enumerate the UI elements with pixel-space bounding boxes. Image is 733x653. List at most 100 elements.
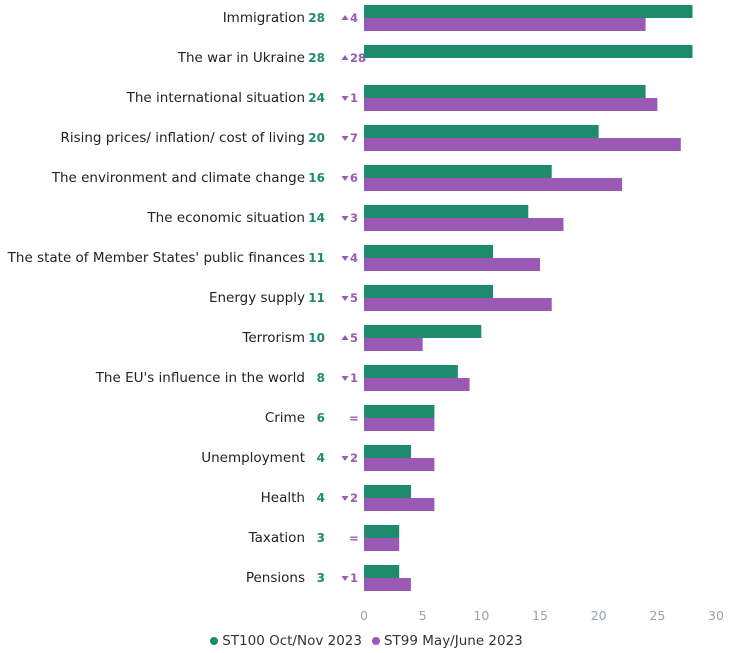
bar-series-1: [364, 5, 693, 18]
bar-series-1: [364, 285, 494, 298]
change-label: =: [349, 531, 359, 545]
category-label: Immigration: [223, 10, 305, 26]
bar-series-1: [364, 365, 458, 378]
change-label: 28: [350, 51, 366, 65]
x-tick-label: 25: [649, 608, 665, 623]
change-label: 1: [350, 91, 358, 105]
value-label: 3: [317, 531, 325, 545]
bar-series-1: [364, 405, 435, 418]
legend-marker-series-2: [371, 637, 380, 645]
change-down-arrow-icon: [341, 96, 349, 101]
value-label: 14: [308, 211, 325, 225]
category-label: Unemployment: [201, 450, 305, 466]
change-label: 4: [350, 11, 358, 25]
value-label: 20: [308, 131, 325, 145]
bar-series-1: [364, 205, 529, 218]
change-down-arrow-icon: [341, 576, 349, 581]
value-label: 28: [308, 51, 325, 65]
bar-series-2: [364, 538, 400, 551]
change-down-arrow-icon: [341, 256, 349, 261]
value-label: 10: [308, 331, 325, 345]
category-label: Pensions: [246, 570, 305, 586]
bar-series-2: [364, 298, 552, 311]
change-down-arrow-icon: [341, 136, 349, 141]
change-down-arrow-icon: [341, 496, 349, 501]
legend-item-series-1: ST100 Oct/Nov 2023: [210, 633, 362, 649]
value-label: 28: [308, 11, 325, 25]
value-label: 3: [317, 571, 325, 585]
value-label: 24: [308, 91, 325, 105]
category-label: The environment and climate change: [51, 170, 305, 186]
bar-series-2: [364, 18, 646, 31]
category-label: Energy supply: [209, 290, 305, 306]
bar-series-1: [364, 565, 400, 578]
bar-series-2: [364, 418, 435, 431]
x-tick-label: 20: [591, 608, 607, 623]
value-label: 4: [317, 451, 325, 465]
bar-series-2: [364, 378, 470, 391]
change-label: 2: [350, 491, 358, 505]
change-label: 7: [350, 131, 358, 145]
bar-series-1: [364, 325, 482, 338]
category-label: The international situation: [126, 90, 305, 106]
bar-series-2: [364, 578, 411, 591]
value-label: 16: [308, 171, 325, 185]
x-tick-label: 10: [473, 608, 489, 623]
change-down-arrow-icon: [341, 296, 349, 301]
category-label: Crime: [265, 410, 305, 426]
legend-marker-series-1: [210, 637, 219, 645]
value-label: 6: [317, 411, 325, 425]
change-label: 3: [350, 211, 358, 225]
change-label: 5: [350, 291, 358, 305]
category-label: The economic situation: [146, 210, 305, 226]
x-tick-label: 30: [708, 608, 724, 623]
bar-series-2: [364, 98, 658, 111]
change-label: =: [349, 411, 359, 425]
bar-series-1: [364, 525, 400, 538]
value-label: 8: [317, 371, 325, 385]
change-label: 1: [350, 371, 358, 385]
bar-series-1: [364, 165, 552, 178]
change-label: 1: [350, 571, 358, 585]
category-label: The EU's influence in the world: [95, 370, 305, 386]
change-up-arrow-icon: [341, 15, 349, 20]
category-label: The state of Member States' public finan…: [7, 250, 305, 266]
bar-series-1: [364, 85, 646, 98]
change-down-arrow-icon: [341, 216, 349, 221]
bar-series-2: [364, 138, 681, 151]
legend-label-series-1: ST100 Oct/Nov 2023: [222, 633, 362, 649]
x-tick-label: 0: [360, 608, 368, 623]
bar-series-1: [364, 445, 411, 458]
change-label: 4: [350, 251, 358, 265]
change-label: 2: [350, 451, 358, 465]
change-down-arrow-icon: [341, 176, 349, 181]
legend-item-series-2: ST99 May/June 2023: [371, 633, 523, 649]
change-up-arrow-icon: [341, 55, 349, 60]
x-tick-label: 5: [419, 608, 427, 623]
bar-series-2: [364, 258, 540, 271]
category-label: Taxation: [248, 530, 305, 546]
bar-series-1: [364, 45, 693, 58]
change-up-arrow-icon: [341, 335, 349, 340]
bar-series-1: [364, 485, 411, 498]
value-label: 11: [308, 251, 325, 265]
bar-series-2: [364, 498, 435, 511]
bar-series-2: [364, 218, 564, 231]
bar-series-2: [364, 178, 623, 191]
bar-series-1: [364, 245, 494, 258]
change-label: 6: [350, 171, 358, 185]
value-label: 4: [317, 491, 325, 505]
category-label: Health: [261, 490, 305, 506]
change-down-arrow-icon: [341, 376, 349, 381]
bar-series-2: [364, 458, 435, 471]
x-tick-label: 15: [532, 608, 548, 623]
change-label: 5: [350, 331, 358, 345]
category-label: The war in Ukraine: [177, 50, 305, 66]
value-label: 11: [308, 291, 325, 305]
category-label: Terrorism: [241, 330, 305, 346]
change-down-arrow-icon: [341, 456, 349, 461]
legend-label-series-2: ST99 May/June 2023: [383, 633, 523, 649]
category-label: Rising prices/ inflation/ cost of living: [60, 130, 305, 146]
bar-series-2: [364, 338, 423, 351]
